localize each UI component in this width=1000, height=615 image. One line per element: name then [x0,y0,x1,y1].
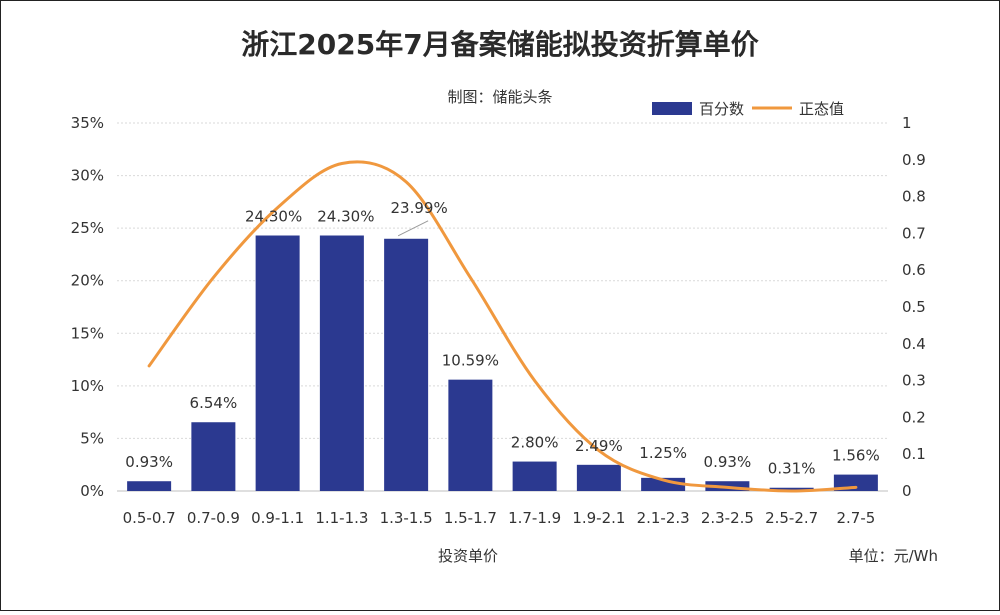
data-label-leader-line [397,220,429,237]
line-series [147,160,858,493]
bar-data-label: 2.80% [511,434,559,452]
y-left-tick-label: 5% [80,429,104,447]
x-tick-label: 1.9-2.1 [572,509,625,527]
y-right-tick-label: 0.8 [902,188,926,206]
y-left-tick-label: 15% [71,324,104,342]
bar [769,487,814,491]
bar-data-label: 1.56% [832,447,880,465]
y-axis-left: 0% 5% 10% 15% 20% 25% 30% 35% [71,114,104,500]
x-tick-label: 2.3-2.5 [701,509,754,527]
y-left-tick-label: 20% [71,272,104,290]
bar [384,238,429,491]
y-left-tick-label: 30% [71,167,104,185]
bar-data-label: 24.30% [317,208,374,226]
legend-swatch-bar [652,102,692,115]
y-right-tick-label: 0 [902,482,912,500]
legend: 百分数 正态值 [652,100,844,118]
x-axis: 0.5-0.7 0.7-0.9 0.9-1.1 1.1-1.3 1.3-1.5 1.5-1… [123,509,876,527]
y-right-tick-label: 1 [902,114,912,132]
bar [127,481,172,491]
y-left-tick-label: 10% [71,377,104,395]
chart-title: 浙江2025年7月备案储能拟投资折算单价 [241,28,759,61]
bar-data-label: 10.59% [442,352,499,370]
x-tick-label: 0.9-1.1 [251,509,304,527]
legend-label-bar: 百分数 [699,100,744,118]
y-right-tick-label: 0.5 [902,298,926,316]
x-axis-title: 投资单价 [438,547,498,565]
bar [319,235,364,491]
bar [512,461,557,491]
bar-data-label: 23.99% [391,199,448,217]
x-tick-label: 2.7-5 [836,509,875,527]
bar-data-label: 24.30% [245,208,302,226]
bar-data-label: 0.31% [768,460,816,478]
y-left-tick-label: 25% [71,219,104,237]
bar [255,235,300,491]
x-tick-label: 1.1-1.3 [315,509,368,527]
normal-curve-line [147,160,858,493]
bar-data-label: 0.93% [704,453,752,471]
x-tick-label: 0.5-0.7 [123,509,176,527]
bar [448,379,493,491]
y-right-tick-label: 0.1 [902,445,926,463]
y-right-tick-label: 0.4 [902,335,926,353]
bar-data-label: 6.54% [190,394,238,412]
unit-note: 单位：元/Wh [849,547,938,565]
legend-label-line: 正态值 [799,100,844,118]
y-right-tick-label: 0.2 [902,408,926,426]
x-tick-label: 2.1-2.3 [637,509,690,527]
bar [576,464,621,491]
y-left-tick-label: 0% [80,482,104,500]
y-right-tick-label: 0.6 [902,261,926,279]
y-right-tick-label: 0.7 [902,224,926,242]
y-left-tick-label: 35% [71,114,104,132]
x-tick-label: 1.5-1.7 [444,509,497,527]
y-right-tick-label: 0.9 [902,151,926,169]
chart-subtitle: 制图：储能头条 [447,88,552,106]
data-labels: 0.93% 6.54% 24.30% 24.30% 23.99% 10.59% 2.80% 2… [125,199,879,478]
bar-series [127,235,878,491]
x-tick-label: 1.7-1.9 [508,509,561,527]
x-tick-label: 1.3-1.5 [380,509,433,527]
y-right-tick-label: 0.3 [902,372,926,390]
bar [191,422,236,491]
bar-data-label: 2.49% [575,437,623,455]
bar-data-label: 1.25% [639,444,687,462]
y-axis-right: 0 0.1 0.2 0.3 0.4 0.5 0.6 0.7 0.8 0.9 1 [902,114,926,500]
x-tick-label: 2.5-2.7 [765,509,818,527]
x-tick-label: 0.7-0.9 [187,509,240,527]
bar-data-label: 0.93% [125,453,173,471]
